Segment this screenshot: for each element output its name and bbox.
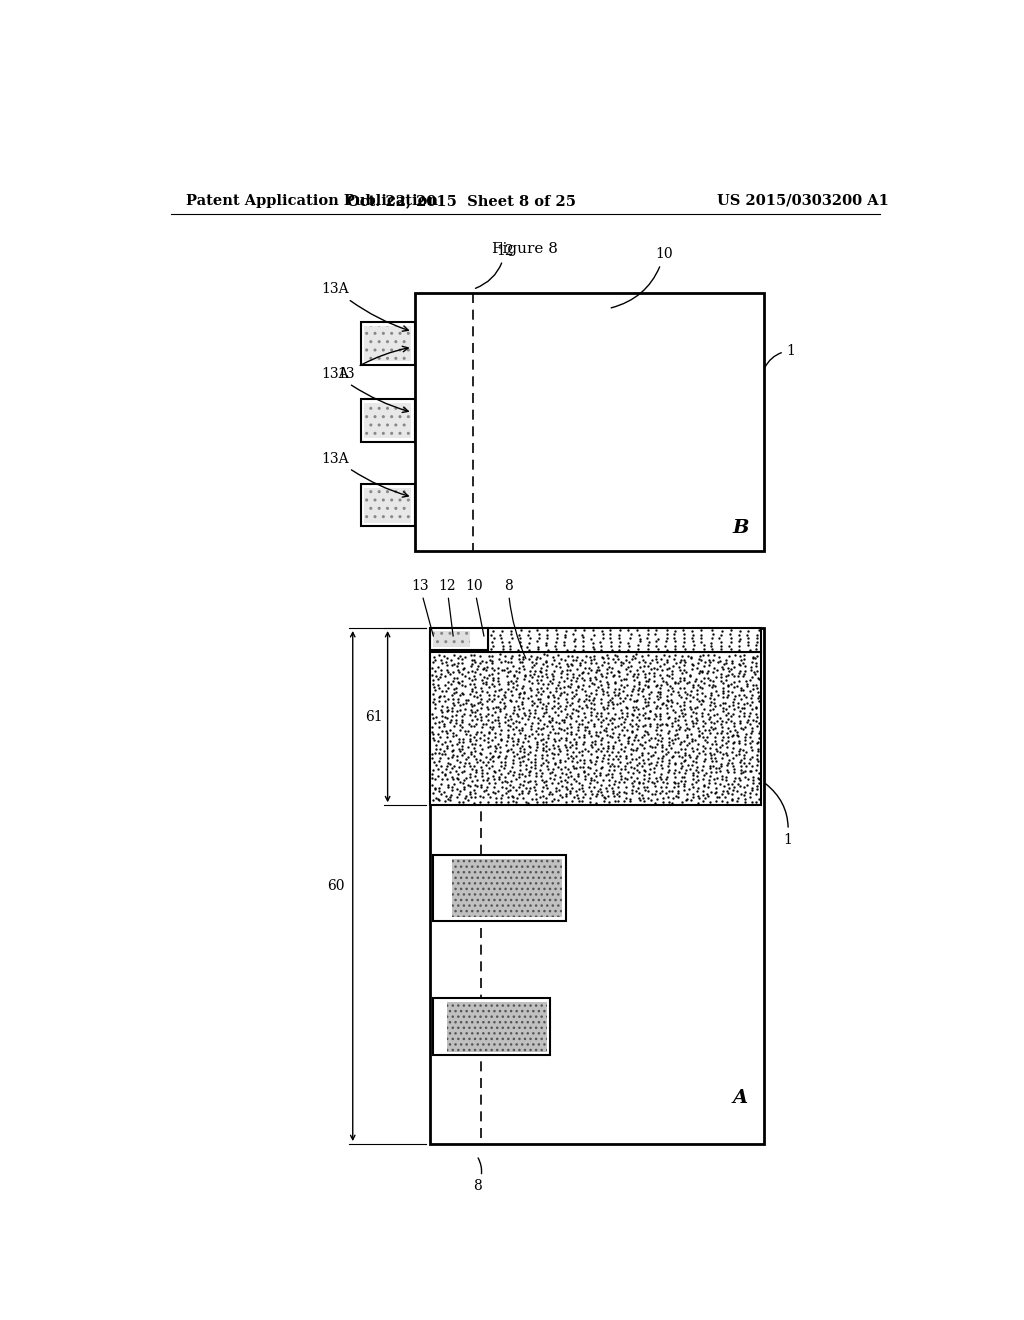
Bar (488, 628, 761, 652)
Bar (360, 322, 415, 364)
Text: 13A: 13A (322, 367, 409, 412)
Text: 10: 10 (611, 248, 673, 308)
Text: 12: 12 (438, 578, 456, 636)
Text: 8: 8 (473, 1158, 481, 1193)
Text: 13A: 13A (322, 282, 409, 331)
Bar (432, 998, 550, 1056)
Bar (415, 293, 764, 552)
Bar (430, 628, 488, 649)
Bar (360, 400, 415, 442)
Bar (365, 326, 411, 360)
Text: 13A: 13A (322, 451, 409, 498)
Bar (433, 631, 470, 647)
Bar (365, 404, 411, 438)
Text: 1: 1 (765, 343, 796, 368)
Bar (432, 855, 566, 921)
Text: Figure 8: Figure 8 (492, 243, 558, 256)
Bar (365, 488, 411, 523)
Text: 1: 1 (766, 784, 792, 846)
Text: 10: 10 (465, 578, 484, 636)
Bar (446, 1002, 547, 1052)
Text: 60: 60 (327, 879, 344, 894)
Text: Oct. 22, 2015  Sheet 8 of 25: Oct. 22, 2015 Sheet 8 of 25 (347, 194, 575, 207)
Bar (430, 628, 764, 1144)
Bar (360, 484, 415, 527)
Text: A: A (733, 1089, 748, 1106)
Bar (452, 859, 562, 917)
Text: US 2015/0303200 A1: US 2015/0303200 A1 (717, 194, 889, 207)
Text: 12: 12 (475, 244, 514, 288)
Text: B: B (732, 519, 749, 537)
Text: Patent Application Publication: Patent Application Publication (186, 194, 438, 207)
Bar (430, 652, 761, 805)
Text: 13: 13 (411, 578, 433, 636)
Text: 13: 13 (337, 346, 409, 381)
Text: 61: 61 (365, 710, 383, 723)
Text: 8: 8 (504, 578, 526, 659)
